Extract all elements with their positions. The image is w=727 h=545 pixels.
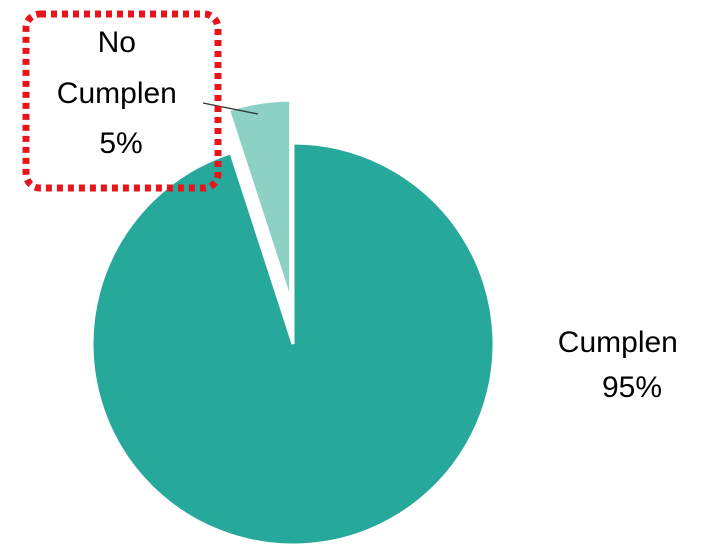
highlight-box [22,10,222,192]
pie-slice-cumplen [90,141,496,545]
label-cumplen: Cumplen 95% [558,326,686,404]
leader-line [202,102,259,115]
label-cumplen-category: Cumplen [558,326,678,359]
label-no-cumplen-value: 5% [99,127,142,160]
label-no-cumplen-line2: Cumplen [57,77,177,110]
slices-group [90,98,496,545]
pie-slice-no-cumplen [226,98,293,302]
label-no-cumplen: No Cumplen 5% [57,26,185,160]
label-no-cumplen-line1: No [98,26,136,59]
label-cumplen-value: 95% [602,371,662,404]
